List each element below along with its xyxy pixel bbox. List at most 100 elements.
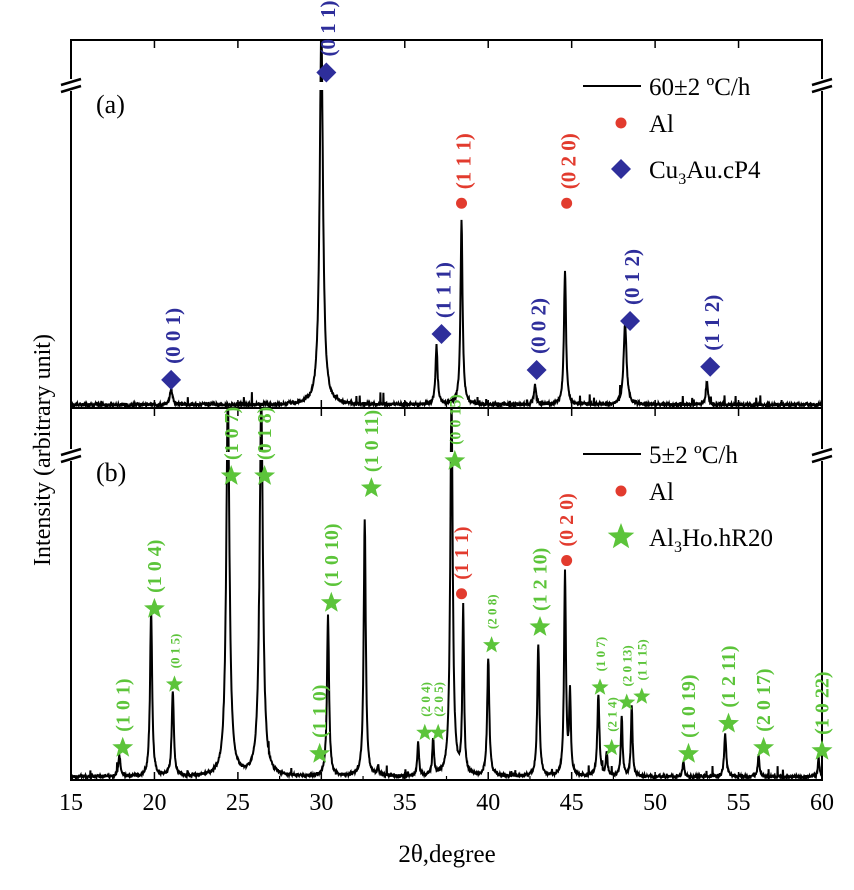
axis-break-mark — [60, 84, 82, 94]
al3ho-marker — [112, 736, 134, 757]
al3ho-marker — [254, 465, 276, 485]
cu3au-marker — [431, 324, 452, 345]
legend-phase-prefix: Cu — [649, 157, 679, 184]
axis-break-mark — [811, 84, 833, 94]
al3ho-marker — [753, 736, 775, 757]
x-tick-label: 30 — [309, 790, 333, 816]
x-tick-label: 60 — [810, 790, 834, 816]
axis-break-mark — [811, 454, 833, 464]
peak-label: (1 1 2) — [700, 295, 724, 351]
panel-a: (a) 60±2 ºC/h Al Cu3Au.cP4 (0 0 1) (0 1 1) (1 … — [60, 0, 833, 407]
peak-label: (1 0 1) — [112, 678, 134, 731]
al-marker — [456, 197, 468, 209]
peak-label: (0 0 15) — [448, 394, 465, 445]
xrd-trace — [71, 409, 822, 779]
peak-label: (1 2 10) — [530, 548, 552, 611]
legend-phase-prefix: Al — [649, 525, 674, 552]
al3ho-marker — [429, 723, 447, 740]
peak-label: (0 1 2) — [620, 249, 644, 305]
peak-label: (1 0 7) — [221, 407, 243, 460]
panel-label: (a) — [96, 90, 125, 119]
al3ho-marker — [483, 636, 501, 653]
legend-al-label: Al — [649, 111, 674, 138]
al3ho-marker — [618, 693, 636, 710]
al3ho-marker — [416, 723, 434, 740]
legend-phase-sub: 3 — [678, 171, 686, 188]
peak-label: (2 0 13) — [620, 645, 635, 686]
x-axis-label: 2θ,degree — [398, 841, 495, 868]
x-tick-label: 35 — [393, 790, 417, 816]
y-axis-label: Intensity (arbitrary unit) — [30, 334, 56, 566]
al3ho-marker — [144, 597, 165, 618]
peak-label: (0 1 1) — [316, 0, 340, 56]
legend-phase-suffix: Ho.hR20 — [682, 525, 773, 552]
peak-break-gap — [221, 452, 234, 460]
peak-label: (1 1 1) — [451, 133, 475, 189]
peak-label: (1 1 15) — [635, 639, 650, 680]
legend-phase-label: Cu3Au.cP4 — [649, 157, 761, 188]
axis-break-mark — [811, 77, 833, 87]
panel-label: (b) — [96, 458, 126, 487]
legend: 60±2 ºC/h Al Cu3Au.cP4 — [583, 74, 761, 188]
peak-label: (1 2 11) — [718, 645, 740, 707]
peak-label: (1 0 7) — [593, 637, 608, 672]
peak-label: (0 1 8) — [254, 407, 276, 460]
al-marker — [561, 555, 573, 567]
peak-label: (2 0 4) — [418, 682, 433, 717]
x-tick-label: 40 — [476, 790, 500, 816]
peak-label: (2 1 4) — [605, 697, 620, 732]
al3ho-marker — [678, 742, 699, 763]
x-tick-label: 45 — [560, 790, 584, 816]
al3ho-marker — [591, 678, 609, 695]
al3ho-marker — [603, 738, 621, 756]
peak-label: (1 1 0) — [309, 685, 331, 738]
xrd-trace — [71, 41, 822, 407]
cu3au-marker — [526, 360, 547, 381]
peak-label: (0 2 0) — [556, 493, 578, 546]
peak-label: (2 0 5) — [431, 682, 446, 717]
peak-annotations: (0 0 1) (0 1 1) (1 1 1) (1 1 1) (0 0 2) (0 2 … — [161, 0, 724, 390]
al-marker — [615, 485, 627, 497]
legend-phase-label: Al3Ho.hR20 — [649, 525, 773, 556]
al3ho-marker — [633, 687, 651, 704]
al3ho-marker — [220, 465, 242, 485]
peak-label: (1 0 4) — [144, 540, 166, 593]
legend-line-label: 60±2 ºC/h — [649, 74, 751, 101]
cu3au-marker — [700, 356, 721, 377]
al3ho-marker — [444, 449, 466, 470]
peak-label: (1 1 1) — [431, 262, 455, 318]
al-marker — [561, 197, 573, 209]
al3ho-marker — [165, 675, 183, 692]
peak-label: (1 1 1) — [451, 526, 473, 579]
peak-label: (2 0 8) — [485, 594, 500, 629]
peak-break-gap — [255, 452, 268, 460]
al3ho-marker — [320, 591, 342, 612]
peak-label: (0 0 1) — [161, 308, 185, 364]
x-tick-label: 20 — [142, 790, 166, 816]
peak-label: (0 0 2) — [526, 298, 550, 354]
plot-area: 15 20 25 30 35 40 45 50 55 60(a)60±2 ºC/hAlCu3Au.… — [59, 0, 834, 816]
axis-break-mark — [811, 447, 833, 457]
axis-break-mark — [60, 447, 82, 457]
cu3au-marker — [620, 310, 641, 331]
al-marker — [615, 117, 627, 129]
legend-phase-suffix: Au.cP4 — [686, 157, 761, 184]
x-tick-label: 55 — [727, 790, 751, 816]
al3ho-marker — [607, 523, 635, 549]
x-tick-label: 15 — [59, 790, 83, 816]
peak-label: (1 0 19) — [678, 675, 700, 738]
cu3au-marker — [161, 369, 182, 390]
legend-phase-sub: 3 — [674, 539, 682, 556]
al-marker — [456, 588, 468, 600]
x-tick-label: 50 — [643, 790, 667, 816]
al3ho-marker — [718, 712, 739, 733]
peak-label: (1 0 10) — [321, 524, 343, 587]
al3ho-marker — [309, 742, 331, 763]
plot-frame — [70, 39, 823, 781]
peak-label: (2 0 17) — [753, 668, 775, 731]
peak-label: (1 0 22) — [812, 671, 834, 734]
al3ho-marker — [360, 477, 382, 497]
